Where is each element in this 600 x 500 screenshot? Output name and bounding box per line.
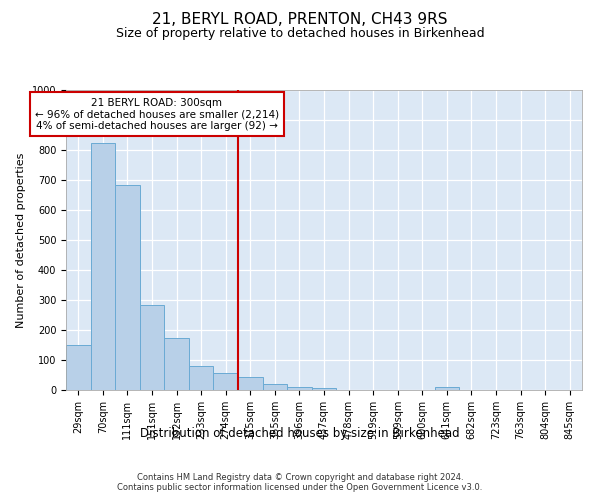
- Text: 21, BERYL ROAD, PRENTON, CH43 9RS: 21, BERYL ROAD, PRENTON, CH43 9RS: [152, 12, 448, 28]
- Text: Size of property relative to detached houses in Birkenhead: Size of property relative to detached ho…: [116, 28, 484, 40]
- Bar: [312, 388, 336, 390]
- Bar: [434, 387, 459, 390]
- Text: Distribution of detached houses by size in Birkenhead: Distribution of detached houses by size …: [140, 428, 460, 440]
- Bar: [164, 338, 189, 390]
- Bar: [263, 384, 287, 390]
- Bar: [115, 186, 140, 390]
- Text: Contains HM Land Registry data © Crown copyright and database right 2024.
Contai: Contains HM Land Registry data © Crown c…: [118, 472, 482, 492]
- Bar: [91, 142, 115, 390]
- Bar: [214, 373, 238, 390]
- Text: 21 BERYL ROAD: 300sqm
← 96% of detached houses are smaller (2,214)
4% of semi-de: 21 BERYL ROAD: 300sqm ← 96% of detached …: [35, 98, 279, 130]
- Bar: [287, 387, 312, 390]
- Bar: [66, 345, 91, 390]
- Y-axis label: Number of detached properties: Number of detached properties: [16, 152, 26, 328]
- Bar: [238, 378, 263, 390]
- Bar: [140, 304, 164, 390]
- Bar: [189, 366, 214, 390]
